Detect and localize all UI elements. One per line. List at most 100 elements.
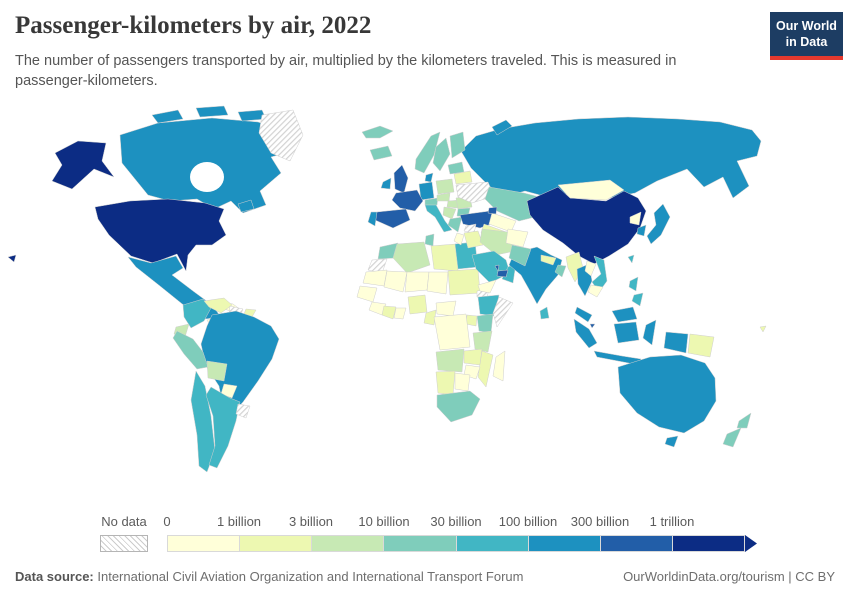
map-region[interactable]	[460, 116, 762, 199]
map-region[interactable]	[494, 264, 500, 272]
map-region[interactable]	[203, 297, 233, 314]
map-region[interactable]	[435, 348, 465, 373]
map-region[interactable]	[687, 333, 715, 358]
map-region[interactable]	[629, 211, 642, 226]
map-region[interactable]	[447, 216, 463, 233]
map-region[interactable]	[361, 125, 394, 139]
map-region[interactable]	[455, 181, 495, 204]
legend-swatch[interactable]	[528, 536, 601, 551]
map-region[interactable]	[454, 372, 471, 392]
map-region[interactable]	[722, 427, 742, 448]
legend-swatch[interactable]	[600, 536, 673, 551]
map-region[interactable]	[477, 279, 497, 294]
map-region[interactable]	[627, 254, 635, 264]
map-region[interactable]	[235, 403, 251, 419]
map-region[interactable]	[374, 208, 411, 229]
map-region[interactable]	[423, 309, 437, 326]
map-region[interactable]	[356, 285, 378, 303]
legend-swatch[interactable]	[168, 536, 241, 551]
map-region[interactable]	[237, 199, 255, 213]
map-region[interactable]	[205, 386, 241, 469]
map-region[interactable]	[424, 202, 453, 233]
map-region[interactable]	[540, 254, 557, 266]
map-region[interactable]	[492, 350, 506, 382]
map-region[interactable]	[642, 319, 657, 346]
map-region[interactable]	[94, 198, 227, 272]
map-region[interactable]	[664, 435, 679, 448]
map-region[interactable]	[7, 254, 17, 263]
map-region[interactable]	[496, 269, 509, 278]
map-region[interactable]	[611, 306, 638, 323]
map-region[interactable]	[453, 170, 473, 185]
map-region[interactable]	[206, 360, 228, 382]
map-region[interactable]	[367, 211, 378, 227]
map-region[interactable]	[195, 105, 229, 118]
map-region[interactable]	[404, 271, 430, 293]
map-region[interactable]	[526, 186, 647, 265]
legend-swatch[interactable]	[312, 536, 385, 551]
map-region[interactable]	[435, 300, 457, 317]
map-region[interactable]	[636, 224, 647, 237]
map-region[interactable]	[414, 131, 441, 174]
map-region[interactable]	[573, 318, 598, 349]
map-region[interactable]	[369, 145, 393, 161]
map-region[interactable]	[442, 206, 457, 220]
map-region[interactable]	[51, 140, 115, 190]
map-region[interactable]	[430, 243, 459, 272]
map-region[interactable]	[381, 305, 397, 320]
map-region[interactable]	[539, 306, 550, 320]
legend-swatch[interactable]	[672, 536, 744, 551]
map-region[interactable]	[433, 313, 471, 351]
map-region[interactable]	[617, 354, 717, 434]
map-region[interactable]	[424, 233, 435, 247]
map-region[interactable]	[182, 298, 212, 329]
map-region[interactable]	[220, 383, 238, 399]
map-region[interactable]	[391, 189, 424, 212]
map-region[interactable]	[453, 232, 465, 246]
map-region[interactable]	[258, 109, 304, 162]
map-region[interactable]	[418, 181, 435, 201]
legend-swatch[interactable]	[384, 536, 457, 551]
map-region[interactable]	[435, 370, 456, 396]
map-region[interactable]	[584, 260, 597, 277]
map-region[interactable]	[426, 271, 449, 295]
map-region[interactable]	[424, 197, 439, 206]
map-region[interactable]	[362, 269, 388, 287]
map-region[interactable]	[589, 323, 596, 329]
map-region[interactable]	[663, 331, 689, 354]
map-region[interactable]	[476, 313, 494, 334]
map-region[interactable]	[436, 192, 451, 202]
legend-no-data-swatch[interactable]	[100, 535, 148, 552]
owid-logo[interactable]: Our World in Data	[770, 12, 843, 60]
map-region[interactable]	[587, 284, 604, 298]
map-region[interactable]	[393, 164, 409, 194]
map-region[interactable]	[736, 412, 752, 429]
map-region[interactable]	[508, 244, 532, 267]
map-region[interactable]	[472, 330, 493, 353]
map-region[interactable]	[424, 172, 434, 183]
map-region[interactable]	[646, 203, 671, 245]
map-region[interactable]	[759, 325, 767, 333]
legend-swatch[interactable]	[456, 536, 529, 551]
map-region[interactable]	[613, 321, 640, 344]
map-region[interactable]	[151, 109, 184, 124]
map-region[interactable]	[380, 177, 392, 190]
map-region[interactable]	[463, 230, 484, 249]
map-region[interactable]	[631, 292, 644, 307]
map-region[interactable]	[487, 206, 498, 215]
map-region[interactable]	[432, 137, 451, 172]
map-region[interactable]	[628, 276, 639, 292]
map-region[interactable]	[393, 307, 407, 320]
map-region[interactable]	[492, 296, 514, 328]
map-region[interactable]	[463, 348, 483, 366]
map-region[interactable]	[557, 179, 625, 201]
map-region[interactable]	[407, 294, 428, 315]
map-region[interactable]	[435, 178, 455, 195]
map-region[interactable]	[449, 131, 466, 159]
map-region[interactable]	[574, 306, 593, 323]
map-region[interactable]	[479, 228, 516, 256]
owid-url-link[interactable]: OurWorldinData.org/tourism	[623, 569, 785, 584]
map-region[interactable]	[554, 264, 567, 278]
map-region[interactable]	[436, 390, 481, 423]
map-region[interactable]	[172, 330, 209, 370]
